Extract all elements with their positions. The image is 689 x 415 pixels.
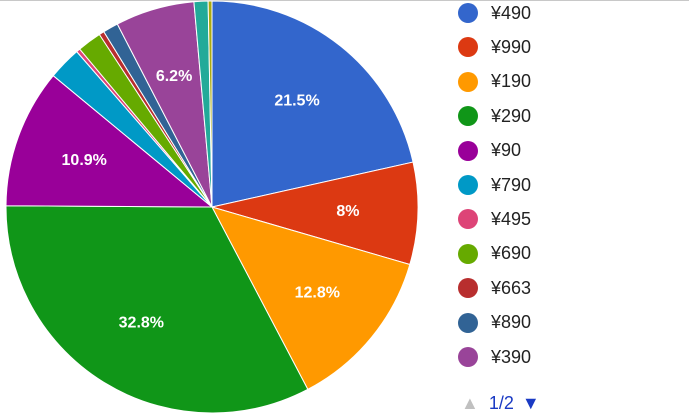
legend-swatch (458, 175, 478, 195)
legend-swatch (458, 37, 478, 58)
legend-label: ¥663 (491, 277, 532, 298)
legend-label: ¥490 (491, 2, 532, 23)
legend-pager: ▲ 1/2 ▼ (461, 391, 540, 415)
legend-page-label: 1/2 (488, 392, 514, 413)
slice-data-label-3: 32.8% (119, 315, 164, 332)
legend-item[interactable]: ¥495 (458, 207, 531, 231)
pie-slice-4[interactable] (5, 74, 214, 208)
legend-item[interactable]: ¥290 (458, 104, 531, 128)
pie-slice-12[interactable] (207, 0, 213, 208)
slice-data-label-4: 10.9% (62, 152, 107, 169)
legend-label: ¥190 (491, 71, 532, 92)
legend-swatch (458, 3, 478, 23)
top-border (0, 0, 689, 1)
legend-label: ¥990 (491, 36, 532, 57)
legend-swatch (458, 278, 478, 299)
legend-label: ¥495 (491, 208, 532, 229)
legend-label: ¥690 (491, 243, 532, 264)
legend-item[interactable]: ¥663 (458, 276, 531, 300)
legend-item[interactable]: ¥90 (458, 139, 521, 163)
legend-item[interactable]: ¥190 (458, 70, 531, 94)
legend-label: ¥90 (491, 140, 522, 161)
pie-slice-0[interactable] (211, 0, 414, 208)
legend-swatch (458, 209, 478, 230)
legend-swatch (458, 312, 478, 333)
legend-label: ¥890 (491, 312, 532, 333)
legend-swatch (458, 106, 478, 127)
legend-item[interactable]: ¥990 (458, 35, 531, 59)
legend-label: ¥290 (491, 105, 532, 126)
legend-item[interactable]: ¥390 (458, 345, 531, 369)
legend-swatch (458, 347, 478, 367)
legend-label: ¥790 (491, 174, 532, 195)
slice-data-label-10: 6.2% (156, 68, 192, 85)
legend-swatch (458, 71, 478, 92)
legend-swatch (458, 140, 478, 161)
pie-slice-3[interactable] (5, 205, 309, 414)
legend-item[interactable]: ¥790 (458, 173, 531, 197)
pie-chart: 21.5% 8% 12.8% 32.8% 10.9% 6.2% (5, 0, 419, 414)
triangle-up-icon[interactable]: ▲ (461, 393, 479, 413)
slice-data-label-2: 12.8% (295, 285, 340, 302)
legend-label: ¥390 (491, 346, 532, 367)
legend-swatch (458, 243, 478, 264)
slice-data-label-0: 21.5% (274, 92, 319, 109)
slice-data-label-1: 8% (336, 203, 359, 220)
triangle-down-icon[interactable]: ▼ (521, 393, 540, 413)
legend-item[interactable]: ¥890 (458, 311, 531, 335)
legend-item[interactable]: ¥490 (458, 1, 531, 25)
pie-slice-1[interactable] (211, 161, 419, 266)
pie-slice-2[interactable] (211, 206, 411, 391)
legend-item[interactable]: ¥690 (458, 242, 531, 266)
